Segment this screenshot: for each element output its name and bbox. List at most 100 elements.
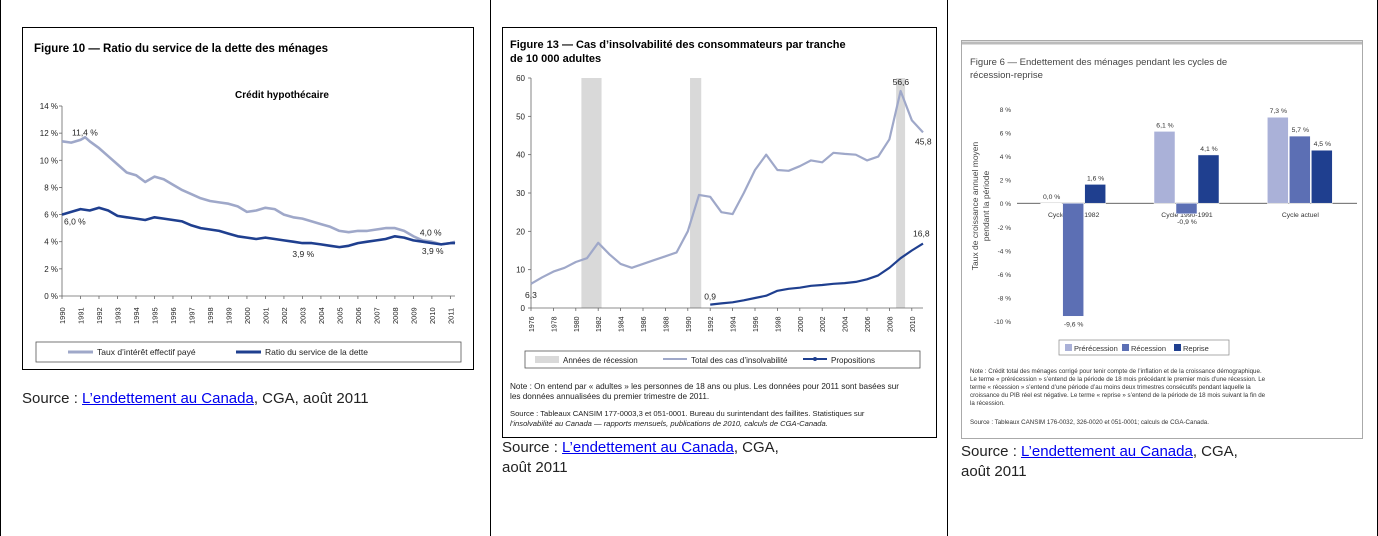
y-tick-label: 40: [516, 151, 525, 160]
legend-swatch-recession: [1122, 344, 1129, 351]
legend-label-recovery: Reprise: [1183, 344, 1209, 353]
y-tick-label: 0: [521, 304, 526, 313]
y-tick-label: 8 %: [1000, 107, 1011, 114]
y-tick-label: 10: [516, 266, 525, 275]
chart-title: Figure 10 — Ratio du service de la dette…: [34, 43, 328, 55]
table-cell-figure-13: Figure 13 — Cas d’insolvabilité des cons…: [490, 0, 948, 536]
figure-6-frame: Figure 6 — Endettement des ménages penda…: [961, 40, 1363, 439]
figure-10-chart: Figure 10 — Ratio du service de la dette…: [34, 43, 462, 363]
x-tick-label: 2005: [335, 307, 344, 324]
y-tick-label: 2 %: [44, 265, 58, 274]
figure-10-frame: Figure 10 — Ratio du service de la dette…: [22, 27, 474, 370]
figure-6-chart: Figure 6 — Endettement des ménages penda…: [962, 41, 1362, 426]
note-line-1: Note : On entend par « adultes » les per…: [510, 382, 899, 391]
y-tick-label: 4 %: [44, 238, 58, 247]
y-tick-label: 10 %: [40, 156, 58, 165]
x-tick-label: 2002: [820, 316, 827, 332]
y-tick-label: -8 %: [998, 295, 1012, 302]
series-line-debt-service-ratio: [61, 206, 455, 249]
bar: [1084, 184, 1106, 204]
note-line-5: la récession.: [970, 400, 1005, 407]
x-tick-label: 2009: [409, 307, 418, 324]
chart-source-line-1: Source : Tableaux CANSIM 177-0003,3 et 0…: [510, 409, 865, 418]
x-tick-label: 1986: [641, 316, 648, 332]
source-prefix: Source :: [22, 390, 83, 407]
legend-label-recession: Récession: [1131, 344, 1166, 353]
bar: [1267, 116, 1289, 204]
note-line-3: terme « récession » s’entend d’une pério…: [970, 384, 1251, 391]
x-tick-label: 1994: [132, 307, 141, 324]
chart-source-line: Source : Tableaux CANSIM 176-0032, 326-0…: [970, 419, 1209, 426]
data-label: 11,4 %: [72, 127, 98, 137]
y-tick-label: 50: [516, 112, 525, 121]
chart-subtitle: Crédit hypothécaire: [235, 90, 329, 101]
x-tick-label: 2004: [317, 307, 326, 324]
y-tick-label: 2 %: [1000, 178, 1011, 185]
x-tick-label: 1994: [731, 316, 738, 332]
legend-swatch-recession: [535, 356, 559, 363]
x-tick-label: 1990: [686, 316, 693, 332]
chart-title-line-1: Figure 6 — Endettement des ménages penda…: [970, 57, 1227, 68]
note-line-4: croissance du PIB réel est négative. Le …: [970, 392, 1266, 399]
data-label: 4,0 %: [420, 228, 442, 238]
source-suffix-date: août 2011: [502, 459, 568, 476]
legend-box: [35, 341, 462, 363]
data-label: -0,9 %: [1177, 219, 1197, 226]
x-tick-label: 2006: [354, 307, 363, 324]
data-label: 7,3 %: [1270, 108, 1287, 115]
bar: [1311, 149, 1333, 204]
y-tick-label: -4 %: [998, 248, 1012, 255]
legend-label-prerecession: Prérécession: [1074, 344, 1118, 353]
legend-marker-proposals: [813, 357, 817, 361]
figure-13-frame: Figure 13 — Cas d’insolvabilité des cons…: [502, 27, 937, 438]
source-caption-3: Source : L’endettement au Canada, CGA, a…: [961, 442, 1371, 482]
x-tick-label: 1992: [708, 316, 715, 332]
data-label: 45,8: [915, 136, 932, 146]
x-tick-label: 1995: [150, 307, 159, 324]
x-tick-label: 2003: [298, 307, 307, 324]
category-label: Cycle actuel: [1282, 212, 1320, 219]
y-tick-label: 6 %: [1000, 131, 1011, 138]
x-tick-label: 1982: [596, 316, 603, 332]
y-tick-label: 12 %: [40, 129, 58, 138]
x-tick-label: 1978: [551, 316, 558, 332]
figure-13-chart: Figure 13 — Cas d’insolvabilité des cons…: [510, 39, 932, 428]
x-tick-label: 2008: [391, 307, 400, 324]
x-tick-label: 1988: [663, 316, 670, 332]
x-tick-label: 2000: [798, 316, 805, 332]
source-caption-1: Source : L’endettement au Canada, CGA, a…: [22, 389, 472, 409]
legend-label-rate: Taux d’intérêt effectif payé: [97, 347, 196, 357]
y-tick-label: -10 %: [994, 319, 1011, 326]
bar: [1153, 131, 1176, 204]
category-label: Cycle 1990-1991: [1161, 212, 1213, 219]
x-tick-label: 2004: [843, 316, 850, 332]
x-tick-label: 2000: [243, 307, 252, 324]
series-line-effective-rate: [61, 135, 456, 246]
x-tick-label: 2011: [446, 308, 455, 324]
chart-title-line-2: récession-reprise: [970, 70, 1043, 81]
data-label: 3,9 %: [292, 249, 314, 259]
note-line-2: les données annualisées du premier trime…: [510, 392, 709, 401]
y-tick-label: 8 %: [44, 183, 58, 192]
x-tick-label: 2010: [428, 307, 437, 324]
y-tick-label: 0 %: [44, 292, 58, 301]
legend-label-total: Total des cas d’insolvabilité: [691, 356, 788, 365]
y-tick-label: 20: [516, 227, 525, 236]
chart-title-line-2: de 10 000 adultes: [510, 53, 601, 65]
source-link[interactable]: L’endettement au Canada: [562, 439, 734, 456]
source-prefix: Source :: [961, 443, 1022, 460]
source-suffix: , CGA, août 2011: [253, 390, 369, 407]
data-label: 4,5 %: [1314, 141, 1331, 148]
x-tick-label: 2001: [261, 307, 270, 324]
y-tick-label: 30: [516, 189, 525, 198]
data-label: 56,6: [893, 77, 910, 87]
source-link[interactable]: L’endettement au Canada: [1021, 443, 1193, 460]
x-tick-label: 2007: [372, 307, 381, 324]
bar: [1062, 202, 1084, 317]
chart-source-line-2: l’insolvabilité au Canada — rapports men…: [510, 419, 828, 428]
x-tick-label: 2006: [865, 316, 872, 332]
data-label: -9,6 %: [1064, 321, 1084, 328]
data-label: 6,0 %: [64, 217, 86, 227]
source-link[interactable]: L’endettement au Canada: [82, 390, 254, 407]
x-tick-label: 2002: [280, 307, 289, 324]
